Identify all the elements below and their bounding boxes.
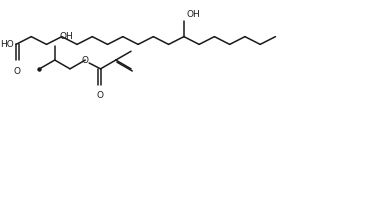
Text: O: O: [82, 56, 89, 65]
Text: O: O: [96, 91, 103, 100]
Text: O: O: [14, 67, 20, 76]
Text: HO: HO: [0, 40, 14, 49]
Text: OH: OH: [60, 32, 73, 41]
Text: OH: OH: [187, 10, 201, 19]
